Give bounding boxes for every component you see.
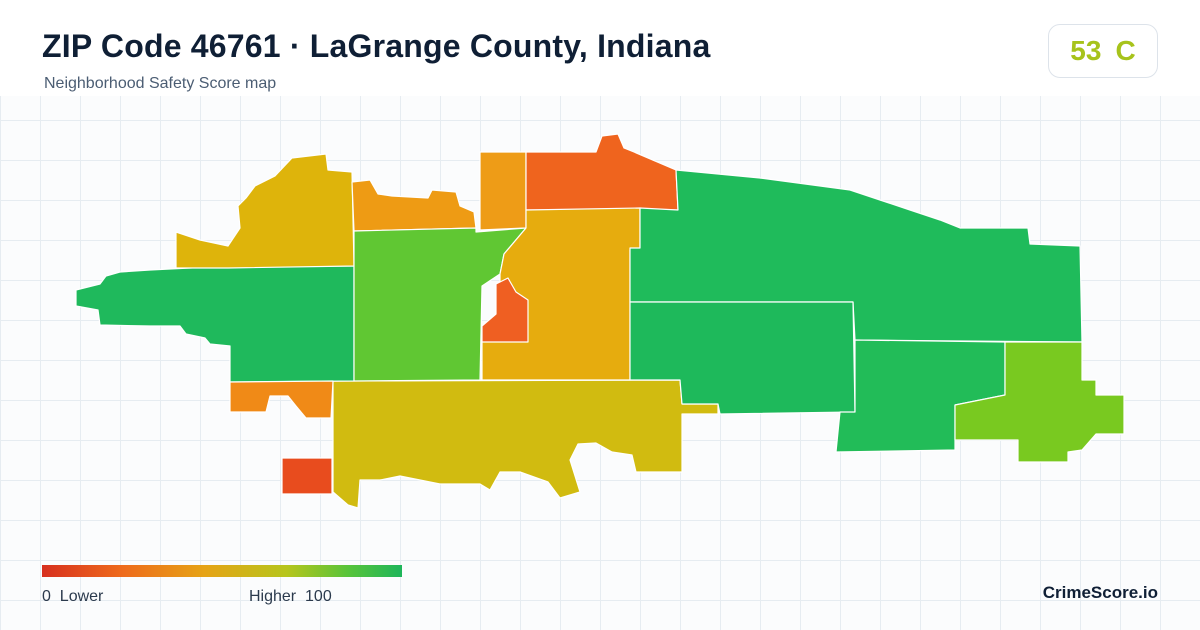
score-grade: C	[1115, 35, 1136, 66]
header: ZIP Code 46761 · LaGrange County, Indian…	[0, 0, 1200, 96]
region-north-top-center[interactable]	[525, 133, 679, 211]
region-southwest-hotspot[interactable]	[281, 457, 333, 495]
region-far-east[interactable]	[954, 341, 1125, 463]
legend-high-text: Higher	[249, 588, 297, 605]
score-value: 53	[1070, 35, 1102, 66]
legend-low-label: 0 Lower	[42, 588, 103, 606]
legend-low-value: 0	[42, 588, 51, 605]
legend-color-scale	[42, 565, 402, 577]
region-north-center-column[interactable]	[479, 151, 527, 231]
region-east-middle[interactable]	[629, 301, 856, 415]
region-central-small-hotspot[interactable]	[481, 277, 529, 343]
brand-logo-text: CrimeScore.io	[1042, 583, 1158, 602]
region-north-center-left[interactable]	[351, 179, 477, 232]
region-south-central[interactable]	[332, 379, 719, 509]
legend-high-label: Higher 100	[249, 588, 332, 606]
region-west-long-strip[interactable]	[75, 265, 355, 383]
legend-low-text: Lower	[59, 588, 104, 605]
region-southwest-small[interactable]	[229, 380, 334, 419]
region-northwest-upper[interactable]	[175, 153, 355, 269]
page-title: ZIP Code 46761 · LaGrange County, Indian…	[42, 28, 711, 64]
legend-high-value: 100	[305, 588, 332, 605]
score-badge: 53 C	[1048, 24, 1158, 78]
region-northeast-large[interactable]	[629, 169, 1083, 343]
page-subtitle: Neighborhood Safety Score map	[44, 75, 277, 92]
